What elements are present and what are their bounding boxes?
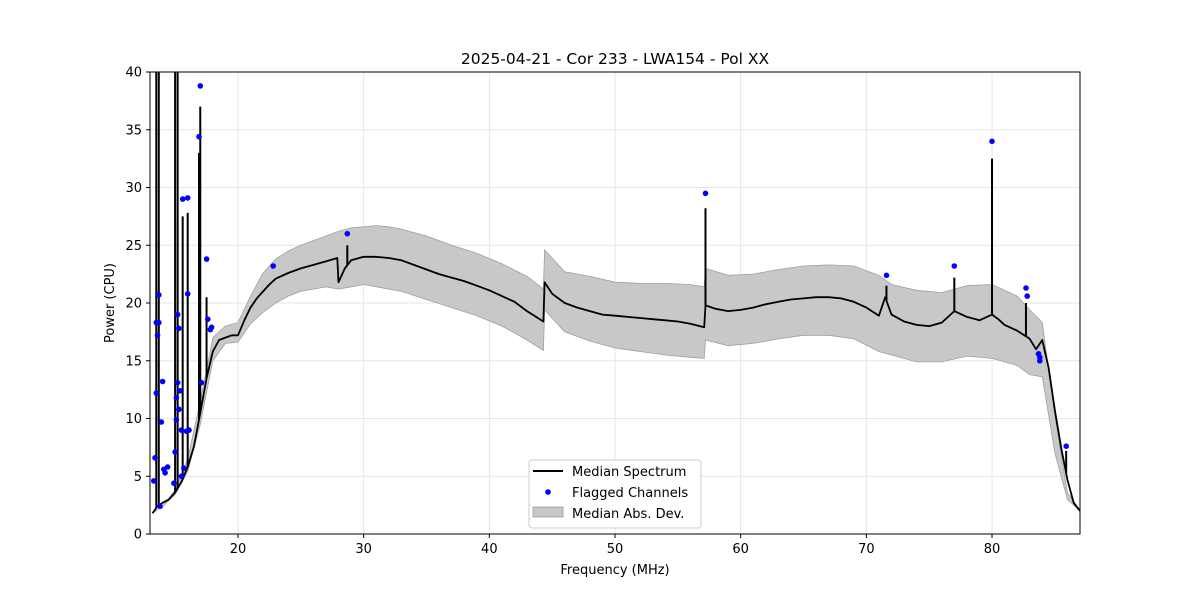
flagged-channel-point — [989, 138, 995, 145]
flagged-channel-point — [159, 378, 166, 385]
flagged-channel-point — [1063, 443, 1069, 450]
flagged-channel-point — [176, 406, 182, 413]
y-axis: 0 5 10 15 20 25 30 35 40 — [125, 66, 150, 543]
x-tick-label: 70 — [858, 542, 875, 557]
flagged-channel-point — [151, 478, 157, 484]
flagged-channel-point — [176, 325, 182, 332]
y-axis-label: Power (CPU) — [103, 263, 118, 343]
chart-title: 2025-04-21 - Cor 233 - LWA154 - Pol XX — [461, 50, 770, 68]
x-axis: 20 30 40 50 60 70 80 — [230, 534, 1001, 557]
y-tick-label: 20 — [125, 297, 142, 312]
flagged-channel-point — [208, 324, 215, 331]
x-tick-label: 60 — [732, 542, 749, 557]
flagged-channel-point — [203, 256, 210, 262]
flagged-channel-point — [951, 263, 958, 269]
x-tick-label: 20 — [230, 542, 247, 557]
flagged-channel-point — [270, 263, 277, 269]
flagged-channel-point — [197, 83, 204, 89]
flagged-channel-point — [181, 465, 187, 472]
flagged-channel-point — [178, 427, 185, 433]
flagged-channel-point — [179, 196, 186, 202]
flagged-channel-point — [1037, 358, 1043, 364]
mad-band — [152, 225, 1080, 514]
legend-band-swatch — [532, 506, 564, 518]
flagged-channel-point — [174, 311, 181, 318]
flagged-channel-point — [162, 470, 168, 476]
flagged-channel-point — [156, 319, 162, 326]
median-line-layer — [151, 255, 1080, 514]
x-tick-label: 40 — [481, 542, 498, 557]
flagged-channel-point — [172, 449, 178, 455]
flagged-channel-point — [184, 195, 191, 201]
flagged-channel-point — [173, 416, 180, 423]
legend-entry-flagged-channels: Flagged Channels — [572, 486, 688, 501]
x-tick-label: 30 — [355, 542, 372, 557]
flagged-channel-point — [171, 480, 177, 487]
flagged-channel-point — [174, 379, 181, 386]
flagged-channel-point — [152, 455, 158, 461]
legend-entry-median-abs-dev: Median Abs. Dev. — [572, 507, 684, 522]
y-tick-label: 25 — [125, 239, 142, 254]
flagged-channel-point — [178, 473, 185, 480]
flagged-points-layer — [151, 83, 1069, 510]
y-tick-label: 15 — [125, 354, 142, 369]
y-tick-label: 10 — [125, 412, 142, 427]
flagged-channel-point — [153, 390, 160, 396]
flagged-channel-point — [702, 190, 709, 197]
y-tick-label: 35 — [125, 123, 142, 138]
flagged-channel-point — [883, 272, 890, 279]
flagged-channel-point — [184, 291, 191, 297]
flagged-channel-point — [154, 332, 161, 339]
flagged-channel-point — [156, 292, 162, 298]
legend-frame — [528, 459, 702, 529]
x-tick-label: 80 — [984, 542, 1001, 557]
flagged-channel-point — [158, 419, 165, 425]
flagged-channel-point — [1023, 285, 1029, 291]
median-spectrum-line — [151, 255, 1080, 514]
mad-band-layer — [152, 225, 1080, 514]
x-axis-label: Frequency (MHz) — [560, 563, 669, 578]
y-tick-label: 0 — [134, 528, 142, 543]
legend-entry-median-spectrum: Median Spectrum — [572, 465, 686, 480]
flagged-channel-point — [1024, 293, 1030, 299]
x-tick-label: 50 — [607, 542, 624, 557]
flagged-channel-point — [198, 379, 205, 386]
y-tick-label: 5 — [134, 470, 142, 485]
flagged-channel-point — [164, 464, 171, 470]
flagged-channel-point — [157, 503, 163, 510]
y-tick-label: 30 — [125, 181, 142, 196]
flagged-channel-point — [344, 230, 351, 237]
legend: Median Spectrum Flagged Channels Median … — [528, 459, 702, 529]
flagged-channel-point — [196, 133, 202, 140]
flagged-channel-point — [173, 394, 180, 401]
flagged-channel-point — [177, 388, 183, 394]
y-tick-label: 40 — [125, 66, 142, 81]
flagged-channel-point — [186, 427, 192, 433]
legend-dot-swatch — [545, 489, 551, 495]
flagged-channel-point — [205, 316, 211, 323]
